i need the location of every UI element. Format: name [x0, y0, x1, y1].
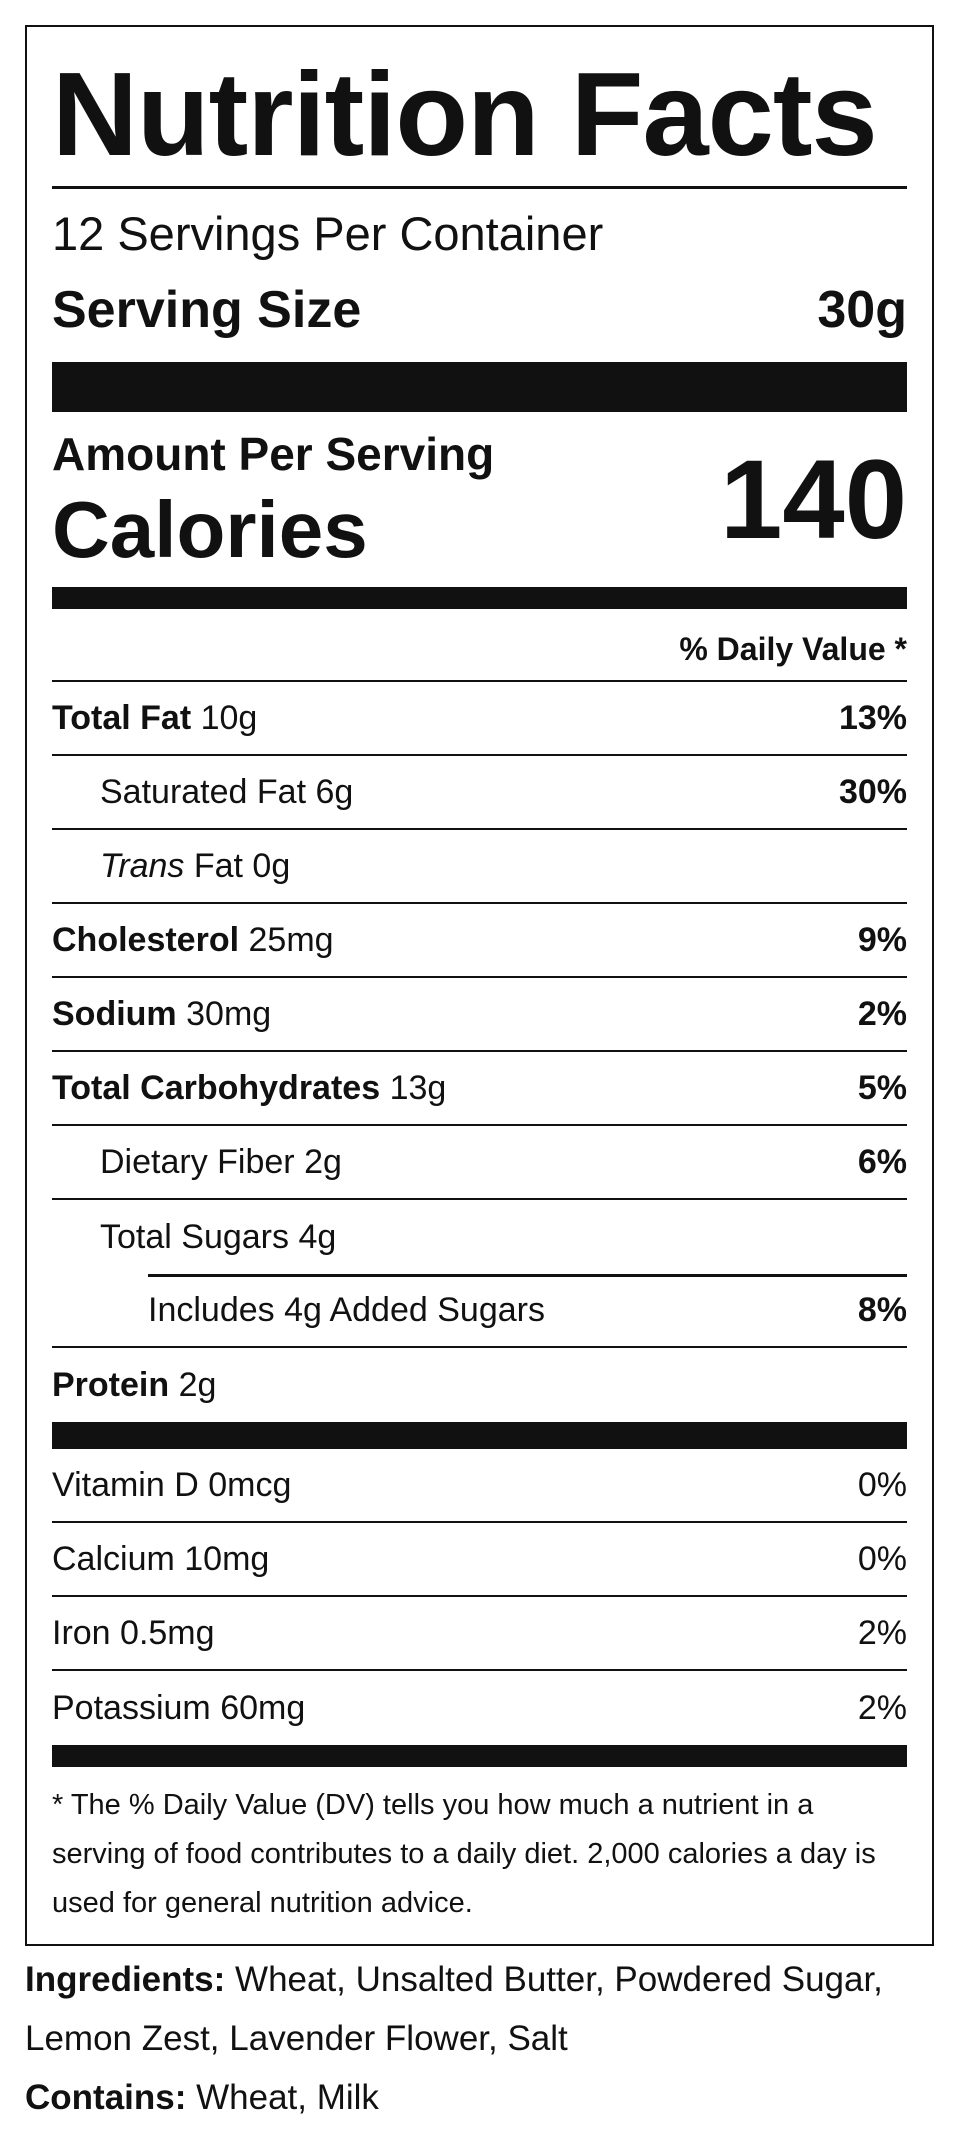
nutrient-amount: 13g — [389, 1068, 447, 1107]
amount-label: Amount Per Serving — [52, 428, 495, 480]
vitamin-text: Potassium 60mg — [52, 1689, 305, 1728]
nutrient-name: Saturated Fat — [100, 772, 307, 811]
thick-bar — [52, 362, 907, 412]
nutrient-dv: 9% — [857, 920, 907, 959]
nutrition-label: Nutrition Facts 12 Servings Per Containe… — [25, 25, 934, 1946]
nutrient-row: Total Sugars 4g — [52, 1200, 907, 1274]
nutrient-amount: 25mg — [248, 920, 334, 959]
nutrient-amount: 2g — [304, 1142, 342, 1181]
nutrient-amount: 0g — [252, 846, 291, 885]
thick-bar — [52, 1422, 907, 1449]
vitamin-name: Iron — [52, 1613, 111, 1652]
servings: 12 Servings Per Container — [52, 207, 604, 260]
contains-text: Wheat, Milk — [196, 2078, 379, 2117]
nutrient-name: Total Fat — [52, 698, 192, 737]
nutrient-row: Dietary Fiber 2g 6% — [52, 1126, 907, 1200]
vitamin-row: Potassium 60mg 2% — [52, 1671, 907, 1745]
vitamins: Vitamin D 0mcg 0% Calcium 10mg 0% Iron 0.5mg… — [52, 1449, 907, 1745]
vitamin-dv: 0% — [857, 1465, 907, 1504]
nutrient-row: Includes 4g Added Sugars 8% — [52, 1274, 907, 1348]
nutrient-row: Total Carbohydrates 13g 5% — [52, 1052, 907, 1126]
nutrient-row: Saturated Fat 6g 30% — [52, 756, 907, 830]
nutrient-row: Cholesterol 25mg 9% — [52, 904, 907, 978]
nutrient-dv: 8% — [857, 1290, 907, 1329]
vitamin-name: Calcium — [52, 1539, 175, 1578]
vitamin-amount: 60mg — [220, 1688, 306, 1727]
nutrient-name: Protein — [52, 1365, 170, 1404]
vitamin-dv: 2% — [857, 1613, 907, 1652]
ingredients: Ingredients: Wheat, Unsalted Butter, Pow… — [25, 1950, 885, 2068]
contains-label: Contains: — [25, 2078, 187, 2117]
medium-bar — [52, 1745, 907, 1767]
nutrient-name: Trans — [100, 846, 185, 885]
nutrient-row: Protein 2g — [52, 1348, 907, 1422]
contains: Contains: Wheat, Milk — [25, 2068, 885, 2127]
vitamin-name: Potassium — [52, 1688, 211, 1727]
spacer — [52, 576, 907, 587]
calories: Calories 140 — [52, 443, 907, 576]
nutrient-name: Fat — [193, 846, 243, 885]
nutrient-dv: 6% — [857, 1142, 907, 1181]
nutrient-name: Sodium — [52, 994, 177, 1033]
vitamin-dv: 0% — [857, 1539, 907, 1578]
nutrient-dv: 5% — [857, 1068, 907, 1107]
medium-bar — [52, 587, 907, 609]
footnote: * The % Daily Value (DV) tells you how m… — [52, 1789, 876, 1919]
nutrient-amount: 6g — [315, 772, 354, 811]
nutrient-dv: 13% — [838, 698, 907, 737]
vitamin-text: Iron 0.5mg — [52, 1614, 215, 1653]
serving-size-label: Serving Size — [52, 281, 362, 339]
nutrient-row: Total Fat 10g 13% — [52, 682, 907, 756]
vitamin-row: Iron 0.5mg 2% — [52, 1597, 907, 1671]
vitamin-text: Vitamin D 0mcg — [52, 1466, 291, 1505]
nutrient-name: Total Sugars — [100, 1217, 289, 1256]
vitamin-dv: 2% — [857, 1688, 907, 1727]
vitamin-amount: 0.5mg — [120, 1613, 215, 1652]
vitamin-row: Vitamin D 0mcg 0% — [52, 1449, 907, 1523]
vitamin-name: Vitamin D — [52, 1465, 199, 1504]
nutrient-dv: 2% — [857, 994, 907, 1033]
divider — [148, 1274, 907, 1277]
serving-size-value: 30g — [817, 281, 907, 339]
label-title: Nutrition Facts — [52, 27, 907, 189]
ingredients-label: Ingredients: — [25, 1960, 226, 1999]
vitamin-text: Calcium 10mg — [52, 1540, 269, 1579]
calories-label: Calories — [52, 485, 368, 574]
nutrient-name: Cholesterol — [52, 920, 240, 959]
nutrient-name: Total Carbohydrates — [52, 1068, 381, 1107]
nutrient-amount: 4g — [298, 1217, 337, 1256]
nutrient-row: Sodium 30mg 2% — [52, 978, 907, 1052]
nutrient-row: Trans Fat 0g — [52, 830, 907, 904]
serving-size: Serving Size 30g — [52, 269, 907, 351]
vitamin-row: Calcium 10mg 0% — [52, 1523, 907, 1597]
vitamin-amount: 0mcg — [208, 1465, 292, 1504]
spacer — [52, 351, 907, 362]
calories-value: 140 — [720, 436, 907, 562]
ingredients-block: Ingredients: Wheat, Unsalted Butter, Pow… — [25, 1950, 885, 2127]
daily-value-header: % Daily Value * — [52, 609, 907, 682]
ingredients-text: Wheat, Unsalted Butter, Powdered Sugar, … — [25, 1960, 883, 2058]
nutrient-name: Includes 4g Added Sugars — [148, 1290, 545, 1329]
nutrient-amount: 30mg — [186, 994, 272, 1033]
vitamin-amount: 10mg — [184, 1539, 270, 1578]
nutrient-amount: 10g — [200, 698, 258, 737]
nutrient-amount: 2g — [178, 1365, 217, 1404]
nutrient-name: Dietary Fiber — [100, 1142, 295, 1181]
nutrient-dv: 30% — [838, 772, 907, 811]
